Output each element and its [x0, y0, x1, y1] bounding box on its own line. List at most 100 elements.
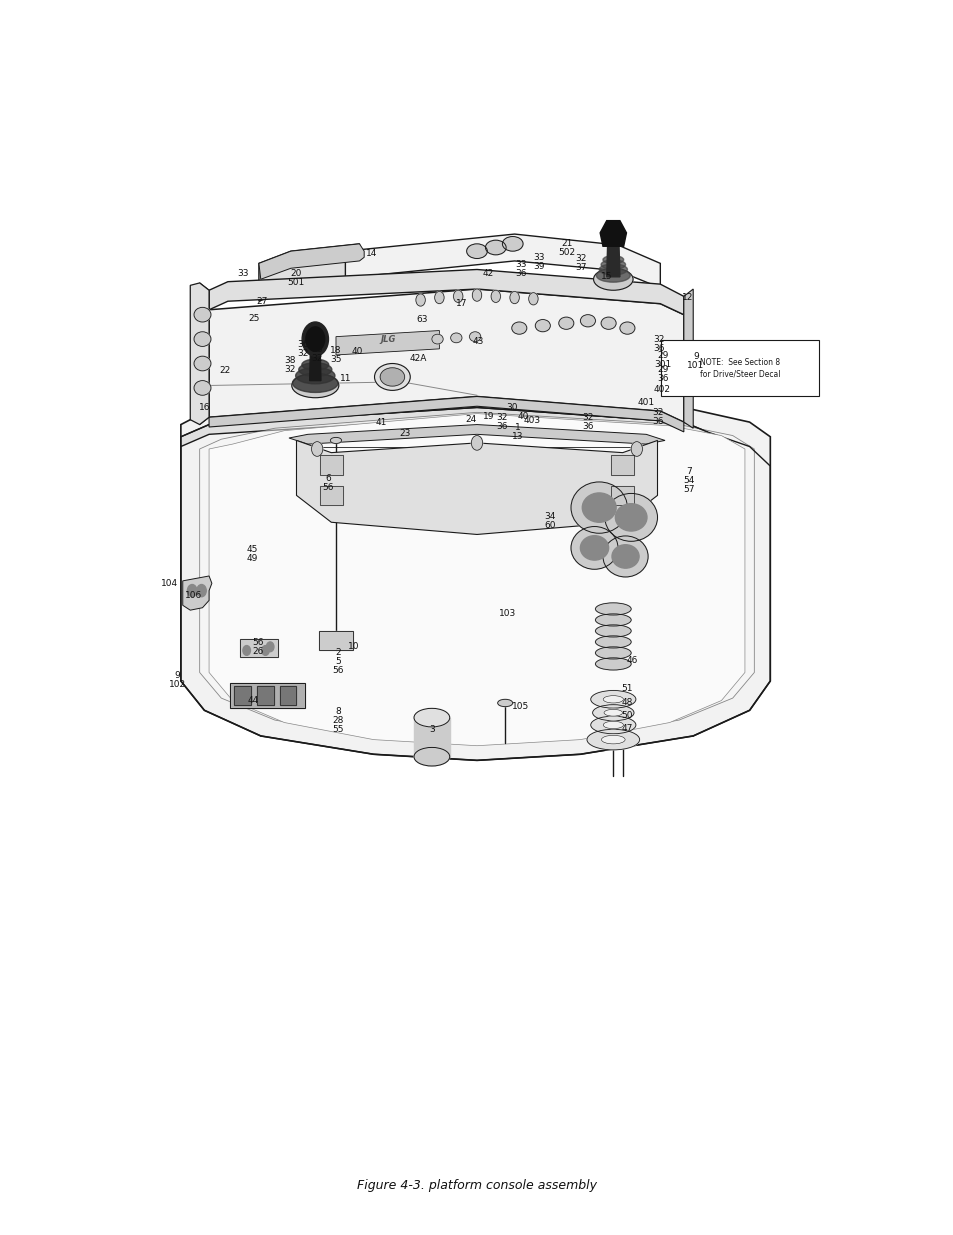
- Ellipse shape: [579, 536, 608, 561]
- Ellipse shape: [469, 332, 480, 342]
- Polygon shape: [296, 441, 657, 535]
- Polygon shape: [606, 242, 619, 277]
- Text: 48: 48: [621, 699, 633, 708]
- Ellipse shape: [590, 716, 636, 734]
- Text: 12: 12: [681, 293, 693, 303]
- Bar: [240, 640, 277, 657]
- Bar: [279, 685, 296, 705]
- Text: 20
501: 20 501: [287, 269, 304, 287]
- Text: 32
37: 32 37: [575, 254, 586, 273]
- Polygon shape: [199, 412, 754, 743]
- Circle shape: [187, 584, 196, 597]
- Circle shape: [266, 642, 274, 652]
- Ellipse shape: [292, 373, 338, 398]
- Bar: [611, 454, 634, 474]
- Ellipse shape: [330, 437, 341, 443]
- Text: 21
502: 21 502: [558, 238, 576, 257]
- Text: 63: 63: [416, 315, 428, 324]
- Bar: [611, 454, 634, 474]
- Polygon shape: [310, 342, 320, 380]
- Ellipse shape: [593, 268, 633, 290]
- Bar: [256, 685, 274, 705]
- Text: 44: 44: [248, 697, 258, 705]
- Bar: [319, 485, 342, 505]
- Text: 47: 47: [621, 724, 633, 734]
- Circle shape: [491, 290, 500, 303]
- Ellipse shape: [193, 356, 211, 370]
- Polygon shape: [209, 289, 683, 422]
- Text: 30: 30: [505, 403, 517, 412]
- Polygon shape: [258, 243, 364, 279]
- Ellipse shape: [595, 658, 631, 671]
- Text: 56
26: 56 26: [252, 637, 263, 656]
- Polygon shape: [209, 269, 683, 315]
- Ellipse shape: [535, 320, 550, 332]
- Circle shape: [312, 442, 322, 456]
- Text: 29
36: 29 36: [657, 366, 668, 384]
- Ellipse shape: [600, 317, 616, 330]
- Ellipse shape: [571, 482, 627, 534]
- Ellipse shape: [466, 243, 487, 258]
- Circle shape: [472, 289, 481, 301]
- Text: 8
28
55: 8 28 55: [332, 706, 343, 734]
- Polygon shape: [209, 414, 744, 746]
- Text: 36
32: 36 32: [311, 345, 323, 363]
- Text: 25: 25: [248, 314, 259, 322]
- Text: 18
35: 18 35: [330, 346, 341, 364]
- Polygon shape: [183, 576, 212, 610]
- Ellipse shape: [602, 721, 623, 729]
- Ellipse shape: [193, 308, 211, 322]
- Text: NOTE:  See Section 8
for Drive/Steer Decal: NOTE: See Section 8 for Drive/Steer Deca…: [700, 358, 780, 378]
- Ellipse shape: [193, 380, 211, 395]
- Text: 51: 51: [621, 684, 633, 693]
- Bar: [234, 685, 251, 705]
- Ellipse shape: [558, 317, 574, 330]
- Ellipse shape: [595, 636, 631, 648]
- Ellipse shape: [485, 240, 506, 254]
- Text: 40: 40: [517, 411, 528, 420]
- Bar: [234, 685, 251, 705]
- Text: 50: 50: [621, 710, 633, 720]
- Text: 32
36: 32 36: [653, 335, 664, 353]
- Bar: [611, 485, 634, 505]
- Circle shape: [471, 436, 482, 451]
- Ellipse shape: [602, 695, 623, 703]
- Polygon shape: [683, 289, 693, 429]
- Ellipse shape: [379, 368, 404, 387]
- Circle shape: [196, 584, 206, 597]
- Text: 36
32: 36 32: [297, 340, 309, 358]
- Circle shape: [243, 646, 251, 656]
- Polygon shape: [599, 221, 626, 246]
- Text: 1
13: 1 13: [511, 422, 522, 441]
- Ellipse shape: [592, 705, 634, 721]
- Text: 22: 22: [219, 367, 231, 375]
- Ellipse shape: [602, 256, 623, 264]
- Polygon shape: [199, 283, 209, 425]
- Circle shape: [302, 322, 328, 356]
- Polygon shape: [345, 235, 659, 288]
- Ellipse shape: [497, 699, 512, 706]
- Text: 105: 105: [511, 703, 528, 711]
- Text: 29
301: 29 301: [654, 351, 671, 369]
- Text: 27: 27: [255, 296, 267, 306]
- Text: 45
49: 45 49: [247, 545, 257, 563]
- Text: 401: 401: [637, 398, 654, 408]
- Ellipse shape: [301, 359, 329, 370]
- Text: 9
101: 9 101: [687, 352, 704, 370]
- Ellipse shape: [571, 526, 618, 569]
- Ellipse shape: [612, 545, 639, 568]
- Ellipse shape: [595, 603, 631, 615]
- Text: 11: 11: [339, 374, 351, 383]
- Text: 42A: 42A: [410, 354, 427, 363]
- Circle shape: [453, 290, 462, 303]
- Bar: [230, 683, 305, 708]
- Ellipse shape: [293, 374, 337, 393]
- Polygon shape: [181, 408, 706, 447]
- Text: 17: 17: [456, 299, 467, 309]
- Ellipse shape: [375, 363, 410, 390]
- Text: 46: 46: [626, 656, 638, 664]
- Bar: [318, 631, 353, 651]
- Ellipse shape: [604, 494, 657, 541]
- Text: 19: 19: [482, 411, 494, 420]
- Text: 41: 41: [375, 417, 386, 426]
